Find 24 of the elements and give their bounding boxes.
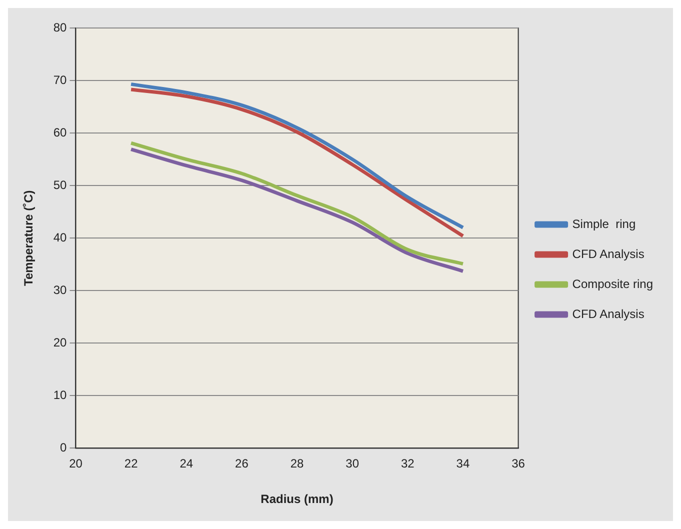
x-tick-label: 34 xyxy=(456,456,470,471)
y-tick-label: 40 xyxy=(53,230,68,244)
legend-label: Simple ring xyxy=(572,216,636,231)
y-tick-label: 20 xyxy=(53,335,68,350)
y-axis-title: Temperature (˚C) xyxy=(22,190,36,286)
x-tick-label: 30 xyxy=(346,456,360,471)
x-axis-title: Radius (mm) xyxy=(260,492,334,506)
legend-label: Composite ring xyxy=(572,276,653,291)
y-tick-label: 60 xyxy=(53,125,68,140)
y-tick-label: 30 xyxy=(53,282,68,297)
x-tick-label: 24 xyxy=(180,456,194,471)
y-tick-label: 80 xyxy=(53,20,68,34)
y-tick-label: 70 xyxy=(53,72,68,87)
x-tick-label: 22 xyxy=(124,456,138,471)
legend-label: CFD Analysis xyxy=(572,246,644,261)
x-tick-label: 20 xyxy=(69,456,83,471)
y-tick-label: 10 xyxy=(53,388,68,402)
x-tick-label: 28 xyxy=(290,456,304,471)
legend-label: CFD Analysis xyxy=(572,306,644,321)
y-tick-label: 0 xyxy=(60,440,68,455)
x-tick-label: 36 xyxy=(512,456,526,471)
y-tick-label: 50 xyxy=(53,178,68,192)
x-tick-label: 26 xyxy=(235,456,249,471)
x-tick-label: 32 xyxy=(400,456,415,471)
